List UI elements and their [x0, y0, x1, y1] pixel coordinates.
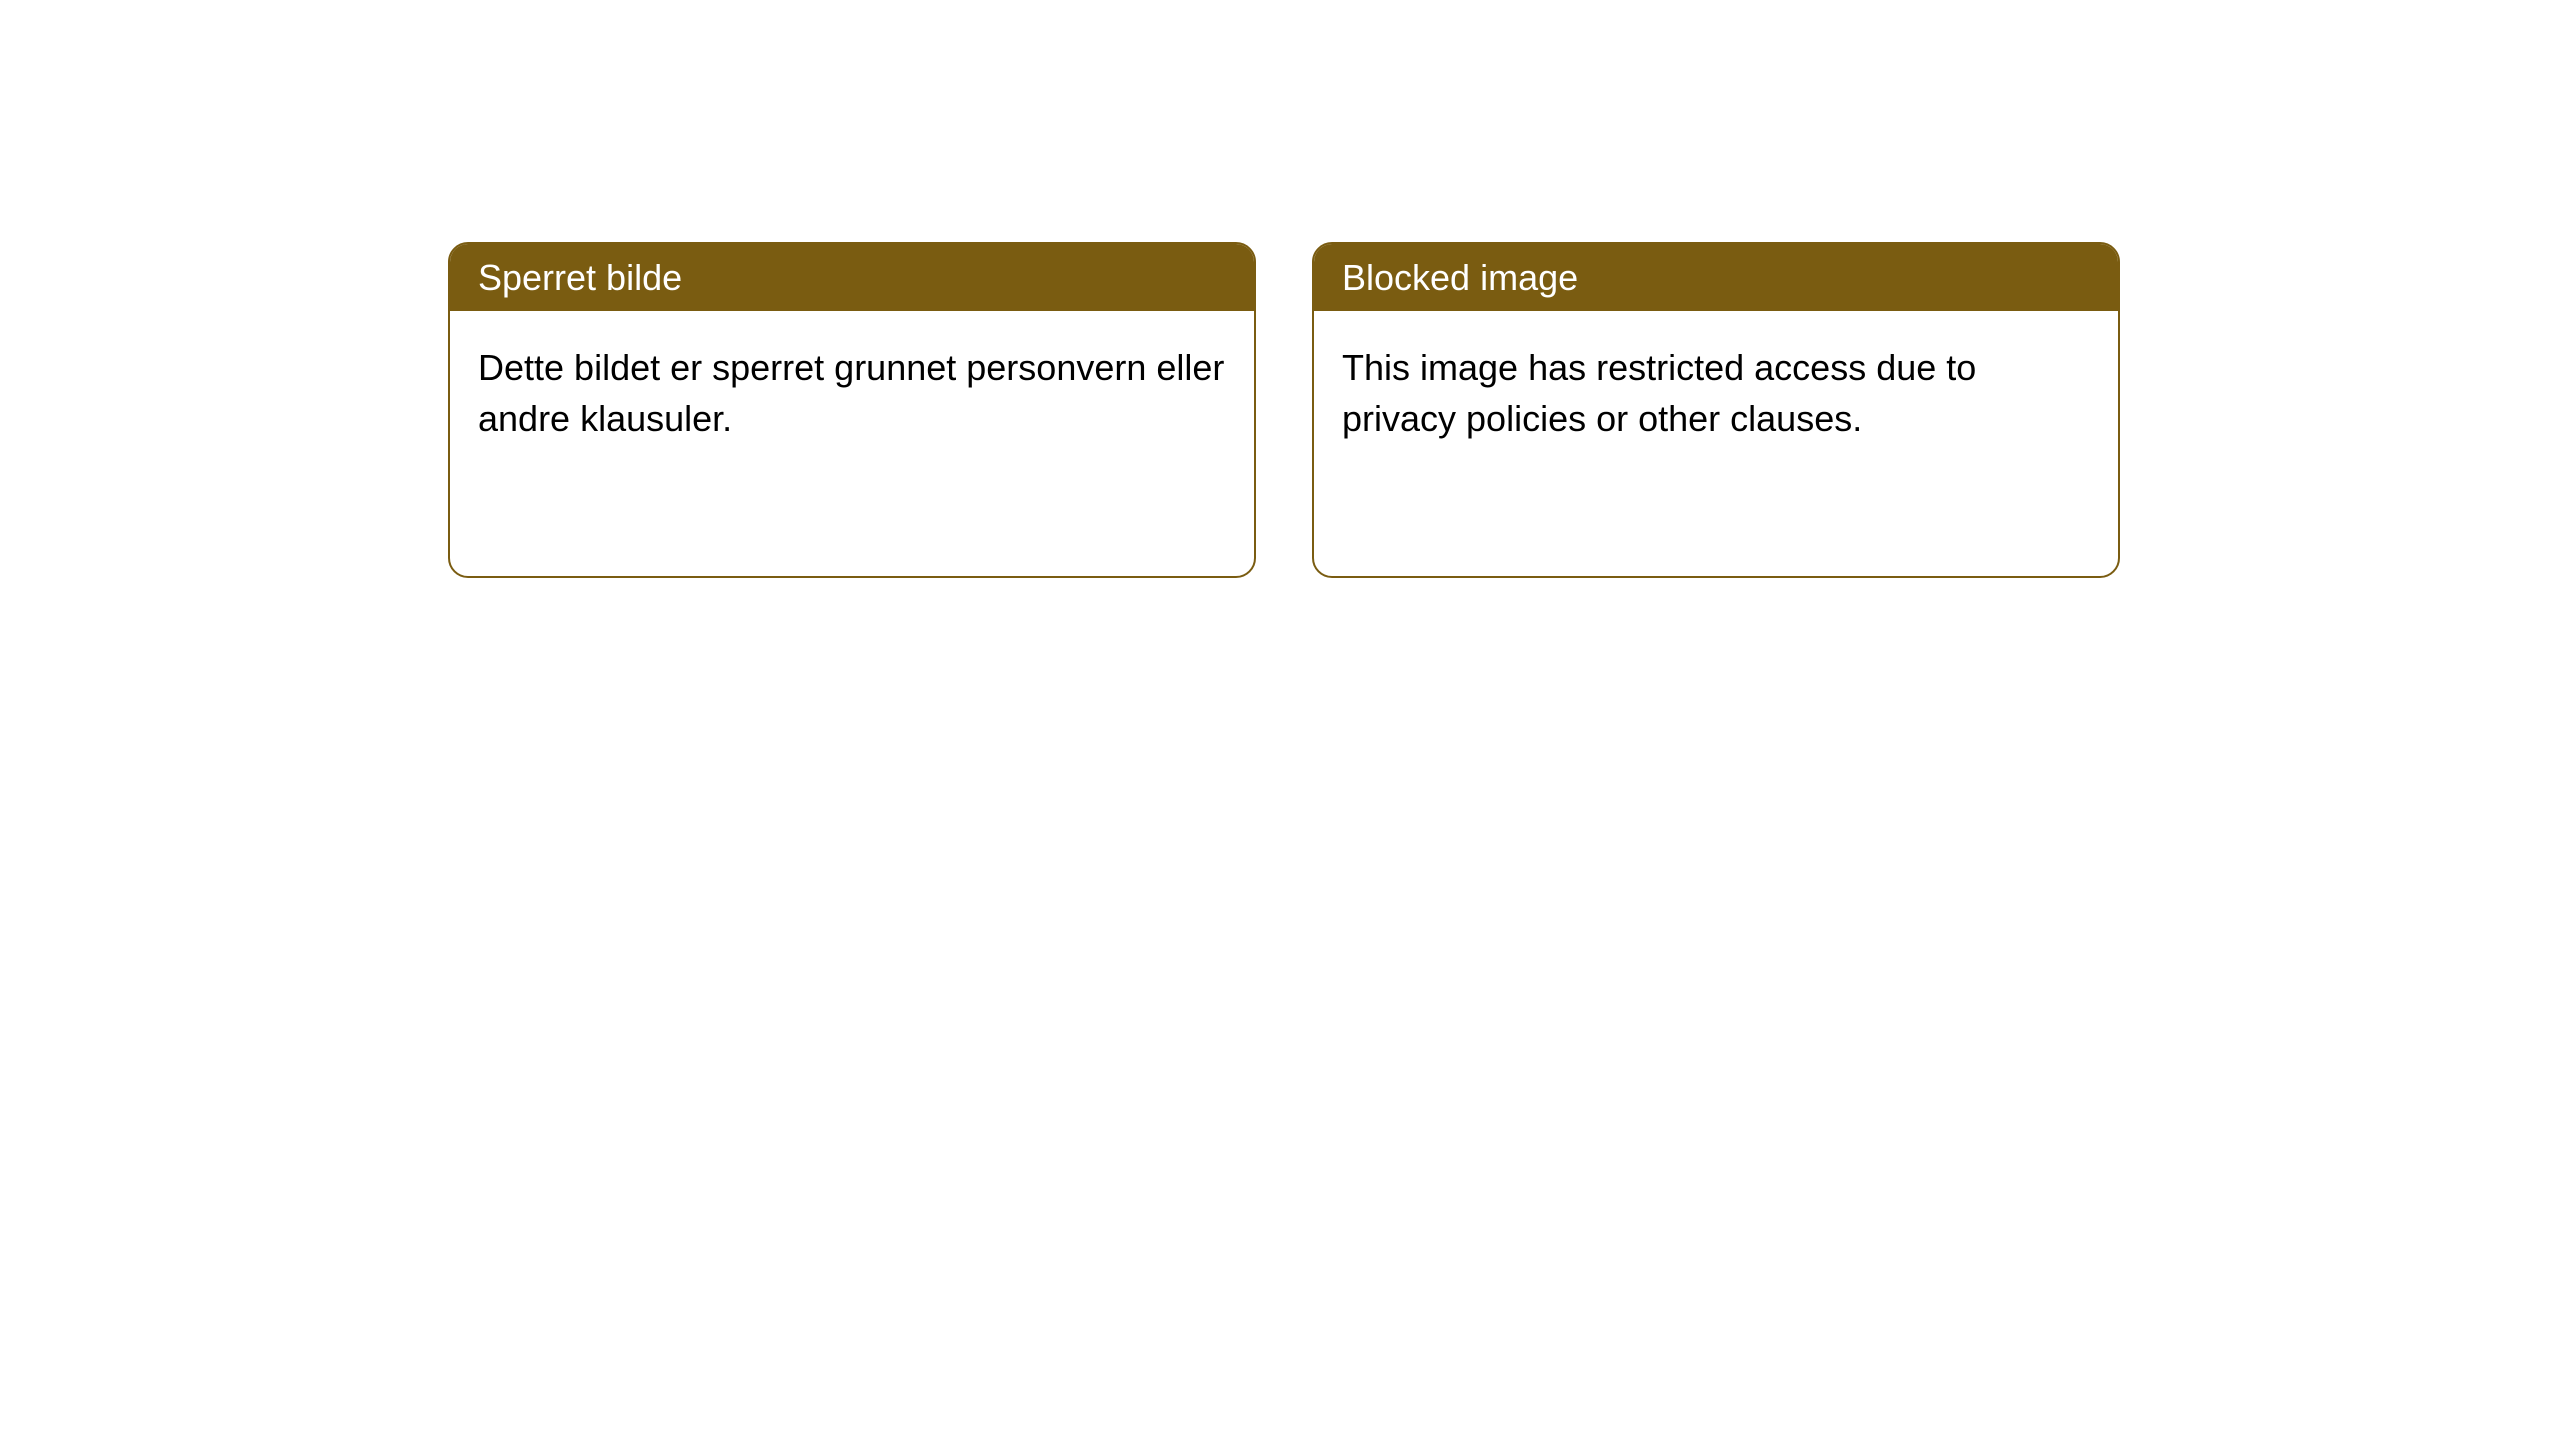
blocked-image-card-en: Blocked image This image has restricted … [1312, 242, 2120, 578]
card-title-no: Sperret bilde [478, 257, 682, 298]
card-text-no: Dette bildet er sperret grunnet personve… [478, 347, 1224, 438]
blocked-image-card-no: Sperret bilde Dette bildet er sperret gr… [448, 242, 1256, 578]
card-title-en: Blocked image [1342, 257, 1578, 298]
cards-container: Sperret bilde Dette bildet er sperret gr… [0, 0, 2560, 578]
card-body-en: This image has restricted access due to … [1314, 311, 2118, 476]
card-text-en: This image has restricted access due to … [1342, 347, 1976, 438]
card-header-en: Blocked image [1314, 244, 2118, 311]
card-body-no: Dette bildet er sperret grunnet personve… [450, 311, 1254, 476]
card-header-no: Sperret bilde [450, 244, 1254, 311]
